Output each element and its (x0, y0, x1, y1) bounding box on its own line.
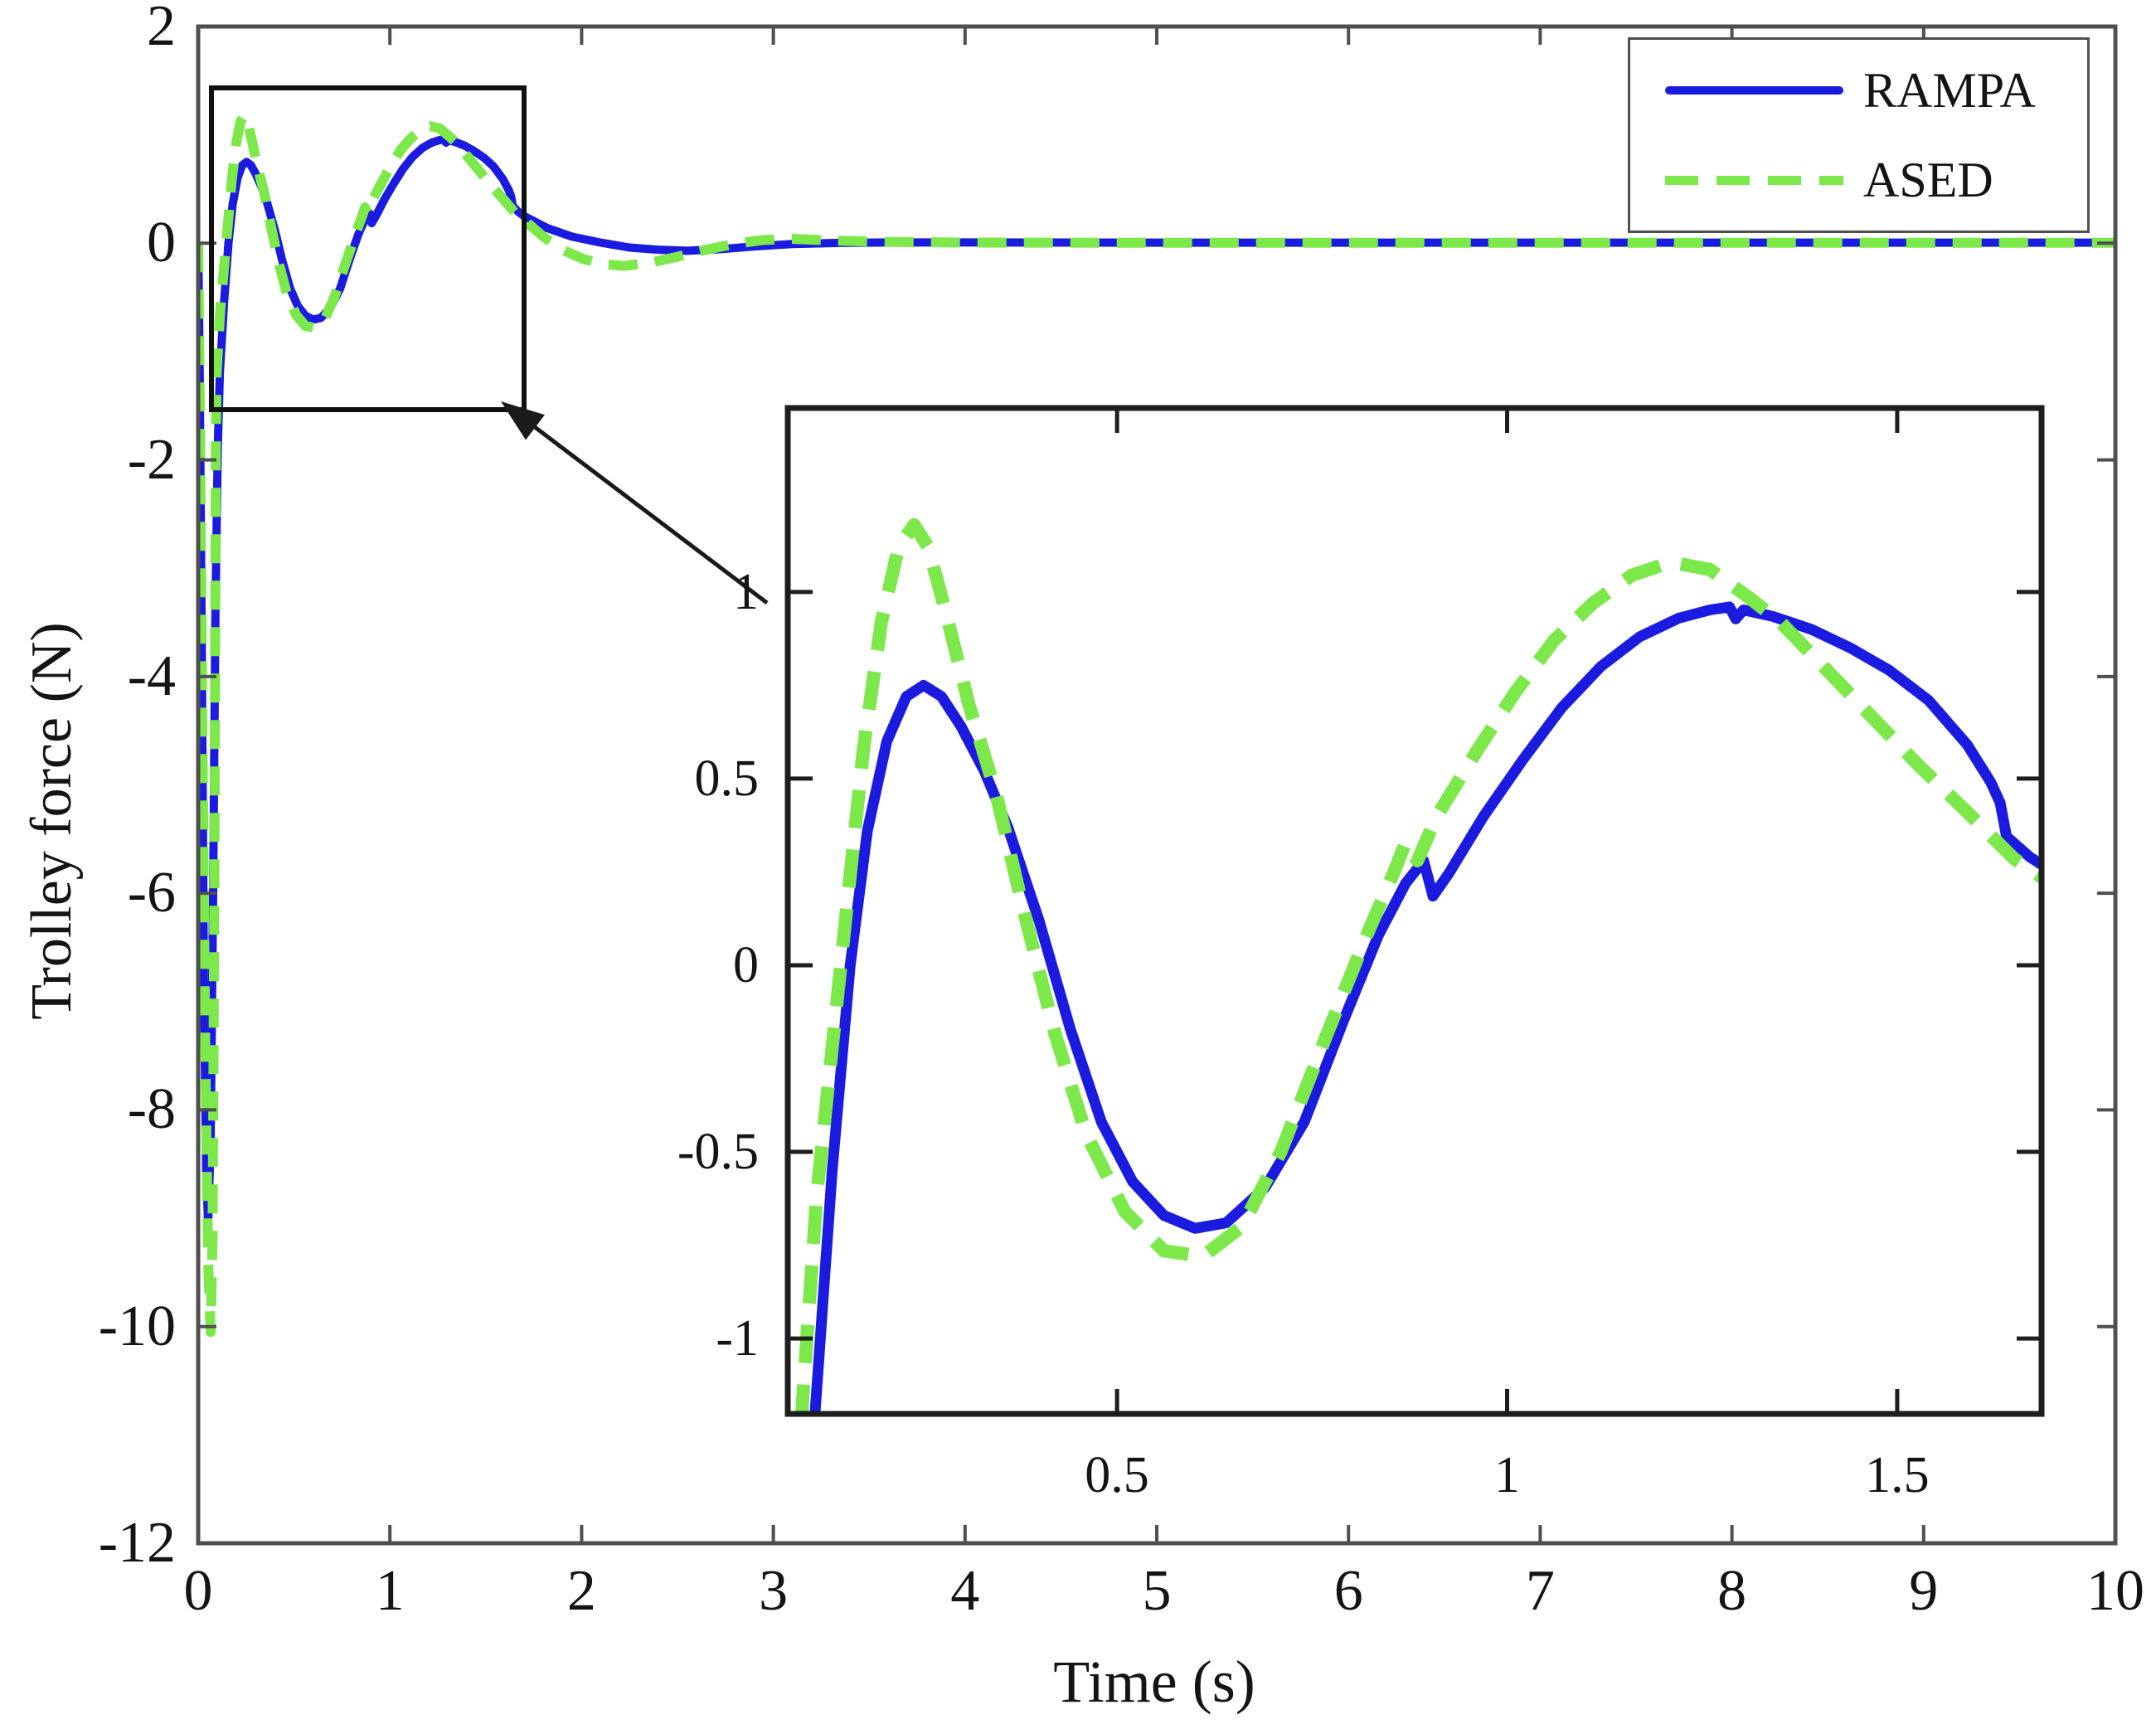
x-tick-label: 0 (183, 1559, 213, 1623)
rampa-line-sample (1665, 85, 1843, 95)
inset-x-tick-label: 0.5 (1085, 1447, 1149, 1503)
legend-entry-rampa: RAMPA (1630, 47, 2087, 134)
inset-y-tick-label: -1 (716, 1310, 759, 1367)
main-curve-rampa (198, 134, 2115, 1228)
legend-label-ased: ASED (1863, 153, 1993, 208)
y-tick-label: 2 (147, 0, 176, 58)
inset-y-tick-label: -0.5 (677, 1124, 759, 1181)
main-curve-ased (198, 110, 2115, 1338)
inset-x-tick-label: 1.5 (1865, 1447, 1930, 1503)
x-tick-label: 6 (1333, 1559, 1363, 1623)
x-tick-label: 2 (566, 1559, 596, 1623)
x-tick-label: 4 (950, 1559, 980, 1623)
inset-curve-rampa (809, 601, 2042, 1414)
legend: RAMPA ASED (1628, 37, 2090, 233)
y-tick-label: 0 (147, 211, 176, 275)
x-tick-label: 7 (1525, 1559, 1555, 1623)
inset-y-tick-label: 0 (733, 936, 759, 993)
y-axis-title: Trolley force (N) (20, 622, 84, 1020)
y-tick-label: -10 (98, 1294, 176, 1358)
inset-axes-ticks (788, 408, 2042, 1414)
y-tick-label: -2 (127, 427, 176, 492)
zoom-source-box (209, 85, 527, 412)
x-tick-label: 1 (375, 1559, 405, 1623)
inset-y-tick-label: 0.5 (694, 750, 760, 807)
inset-plot-curves (794, 517, 2042, 1414)
legend-label-rampa: RAMPA (1863, 62, 2036, 118)
zoom-arrow-head (501, 401, 545, 440)
x-axis-title: Time (s) (1053, 1649, 1255, 1715)
x-tick-label: 9 (1909, 1559, 1939, 1623)
ased-line-sample (1665, 175, 1843, 185)
inset-y-tick-label: 1 (733, 563, 759, 620)
inset-axes-border (784, 405, 2045, 1417)
legend-entry-ased: ASED (1630, 137, 2087, 223)
inset-curve-ased (794, 517, 2042, 1414)
x-tick-label: 8 (1717, 1559, 1747, 1623)
inset-x-tick-label: 1 (1493, 1447, 1520, 1503)
inset-background (788, 408, 2042, 1414)
x-tick-label: 10 (2086, 1559, 2144, 1623)
y-tick-label: -12 (98, 1511, 176, 1575)
y-tick-label: -4 (127, 644, 176, 708)
x-tick-label: 3 (759, 1559, 789, 1623)
main-plot-curves (198, 110, 2115, 1338)
y-tick-label: -6 (127, 861, 176, 925)
x-tick-label: 5 (1142, 1559, 1172, 1623)
zoom-arrow-line (524, 418, 769, 605)
y-tick-label: -8 (127, 1077, 176, 1142)
